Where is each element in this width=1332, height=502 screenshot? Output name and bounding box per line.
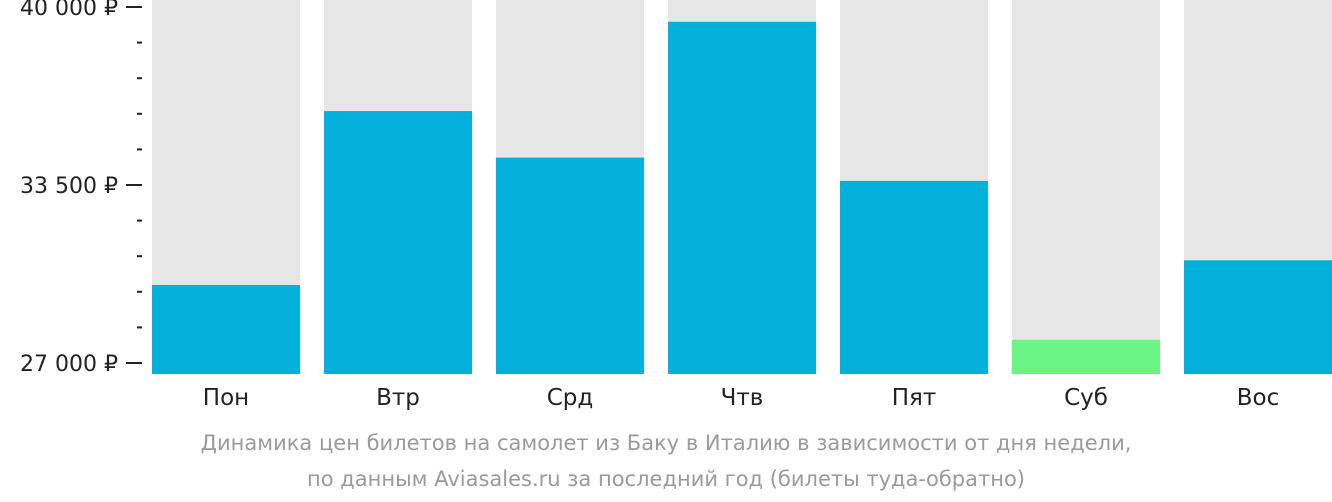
x-tick-label-7: Вос (1237, 385, 1280, 411)
bar-1 (152, 284, 300, 374)
x-tick-label-2: Втр (376, 385, 420, 411)
bar-6 (1012, 339, 1160, 374)
chart-caption-line-2: по данным Aviasales.ru за последний год … (307, 467, 1025, 491)
x-tick-label-5: Пят (892, 385, 937, 411)
bar-7 (1184, 260, 1332, 374)
y-tick-label-1: 27 000 ₽ (20, 352, 118, 377)
y-tick-label-3: 40 000 ₽ (20, 0, 118, 21)
bar-3 (496, 157, 644, 374)
bar-5 (840, 180, 988, 374)
x-tick-label-4: Чтв (721, 385, 764, 411)
x-tick-label-3: Срд (547, 385, 594, 411)
x-tick-label-6: Суб (1064, 385, 1108, 411)
bar-background-6 (1012, 0, 1160, 374)
chart-caption-line-1: Динамика цен билетов на самолет из Баку … (200, 431, 1132, 455)
bar-2 (324, 111, 472, 375)
y-tick-label-2: 33 500 ₽ (20, 174, 118, 199)
bar-4 (668, 21, 816, 375)
x-tick-label-1: Пон (203, 385, 249, 411)
